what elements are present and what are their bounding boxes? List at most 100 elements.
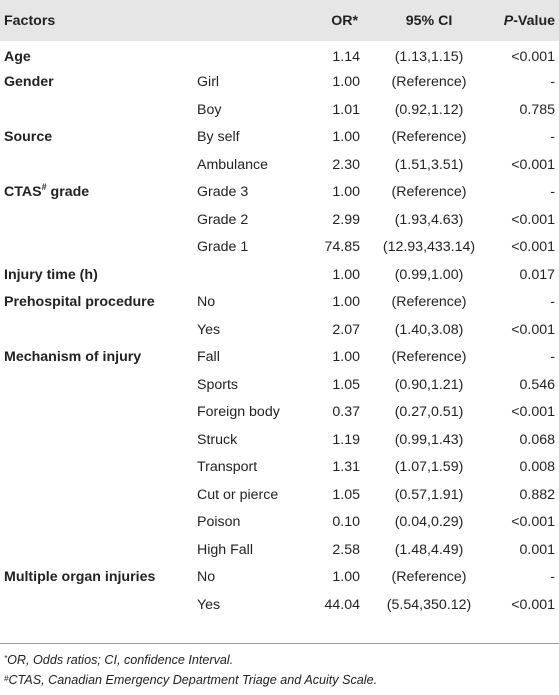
p-value-cell: - (550, 294, 555, 311)
ci-cell: (0.92,1.12) (394, 101, 464, 118)
factor-cell (0, 316, 195, 344)
or-cell: 1.01 (332, 101, 360, 118)
table-row: Mechanism of injury Fall 1.00 (Reference) - (0, 344, 559, 372)
footnote-ctas: #CTAS, Canadian Emergency Department Tri… (4, 670, 377, 690)
factor-label: Gender (4, 74, 54, 91)
p-value-cell: <0.001 (511, 156, 555, 173)
ci-cell: (1.13,1.15) (394, 48, 464, 65)
factor-cell (0, 481, 195, 509)
level-cell: Grade 2 (197, 211, 249, 228)
p-value-cell: <0.001 (511, 211, 555, 228)
level-cell: Sports (197, 376, 239, 393)
ci-cell: (0.99,1.00) (394, 266, 464, 283)
or-cell: 1.00 (332, 569, 360, 586)
level-cell: High Fall (197, 541, 253, 558)
p-value-cell: 0.785 (519, 101, 555, 118)
ci-cell: (0.99,1.43) (394, 431, 464, 448)
table-row: Grade 1 74.85 (12.93,433.14) <0.001 (0, 234, 559, 262)
factor-cell (0, 399, 195, 427)
table-row: Sports 1.05 (0.90,1.21) 0.546 (0, 371, 559, 399)
factor-cell: Multiple organ injuries (0, 564, 195, 592)
footnote-mark-hash: # (4, 674, 9, 683)
level-cell: Boy (197, 101, 222, 118)
factor-label: Age (4, 48, 31, 65)
factor-superscript: # (41, 182, 47, 193)
level-cell: Struck (197, 431, 238, 448)
table-row: Struck 1.19 (0.99,1.43) 0.068 (0, 426, 559, 454)
p-value-cell: 0.068 (519, 431, 555, 448)
table-row: Source By self 1.00 (Reference) - (0, 124, 559, 152)
or-cell: 0.10 (332, 514, 360, 531)
factor-cell (0, 206, 195, 234)
p-value-cell: - (550, 129, 555, 146)
p-value-cell: - (550, 74, 555, 91)
factor-cell: Gender (0, 69, 195, 97)
footnote-ctas-text: CTAS, Canadian Emergency Department Tria… (8, 673, 378, 687)
or-cell: 1.00 (332, 266, 360, 283)
level-cell: Grade 3 (197, 184, 249, 201)
or-cell: 1.14 (332, 48, 360, 65)
table-row: Foreign body 0.37 (0.27,0.51) <0.001 (0, 399, 559, 427)
or-cell: 74.85 (324, 239, 360, 256)
factor-cell: Age (0, 41, 195, 69)
ci-cell: (0.04,0.29) (394, 514, 464, 531)
ci-cell: (1.93,4.63) (394, 211, 464, 228)
table-row: Cut or pierce 1.05 (0.57,1.91) 0.882 (0, 481, 559, 509)
p-value-cell: 0.001 (519, 541, 555, 558)
level-cell: Poison (197, 514, 241, 531)
factor-cell: Prehospital procedure (0, 289, 195, 317)
header-factors: Factors (4, 12, 56, 29)
ci-cell: (1.07,1.59) (394, 459, 464, 476)
table-row: Ambulance 2.30 (1.51,3.51) <0.001 (0, 151, 559, 179)
or-cell: 1.00 (332, 129, 360, 146)
ci-cell: (1.48,4.49) (394, 541, 464, 558)
level-cell: Ambulance (197, 156, 268, 173)
table-row: Age 1.14 (1.13,1.15) <0.001 (0, 41, 559, 69)
footnote-or-ci: *OR, Odds ratios; CI, confidence Interva… (4, 650, 377, 670)
level-cell: Girl (197, 74, 220, 91)
table-row: Grade 2 2.99 (1.93,4.63) <0.001 (0, 206, 559, 234)
factor-label: Multiple organ injuries (4, 569, 156, 586)
or-cell: 1.00 (332, 184, 360, 201)
p-value-cell: - (550, 184, 555, 201)
p-value-cell: - (550, 569, 555, 586)
p-value-cell: <0.001 (511, 596, 555, 613)
table-row: High Fall 2.58 (1.48,4.49) 0.001 (0, 536, 559, 564)
ci-cell: (Reference) (391, 184, 467, 201)
header-level (195, 0, 288, 41)
factor-label: Injury time (h) (4, 266, 98, 283)
factor-label-suffix: grade (46, 184, 90, 201)
table-row: Prehospital procedure No 1.00 (Reference) - (0, 289, 559, 317)
factor-cell (0, 591, 195, 619)
ci-cell: (1.51,3.51) (394, 156, 464, 173)
table-row: CTAS# grade Grade 3 1.00 (Reference) - (0, 179, 559, 207)
or-cell: 1.31 (332, 459, 360, 476)
table-row: Transport 1.31 (1.07,1.59) 0.008 (0, 454, 559, 482)
or-cell: 1.05 (332, 376, 360, 393)
ci-cell: (0.90,1.21) (394, 376, 464, 393)
header-p-rest: -Value (513, 12, 555, 29)
or-cell: 1.00 (332, 294, 360, 311)
level-cell: Cut or pierce (197, 486, 279, 503)
factor-label: Prehospital procedure (4, 294, 155, 311)
factor-cell (0, 234, 195, 262)
table-row: Multiple organ injuries No 1.00 (Reference)… (0, 564, 559, 592)
table-row: Yes 2.07 (1.40,3.08) <0.001 (0, 316, 559, 344)
ci-cell: (12.93,433.14) (382, 239, 476, 256)
p-value-cell: <0.001 (511, 404, 555, 421)
ci-cell: (5.54,350.12) (386, 596, 472, 613)
ci-cell: (Reference) (391, 569, 467, 586)
factor-cell (0, 509, 195, 537)
level-cell: By self (197, 129, 240, 146)
or-cell: 2.07 (332, 321, 360, 338)
factor-cell: Source (0, 124, 195, 152)
table-body: Age 1.14 (1.13,1.15) <0.001 Gender Girl 1.00 (R… (0, 41, 559, 619)
factor-cell: CTAS# grade (0, 179, 195, 207)
table-row: Boy 1.01 (0.92,1.12) 0.785 (0, 96, 559, 124)
level-cell: Fall (197, 349, 220, 366)
p-value-cell: <0.001 (511, 514, 555, 531)
header-p-italic: P (503, 12, 514, 29)
or-cell: 2.58 (332, 541, 360, 558)
level-cell: Grade 1 (197, 239, 249, 256)
or-cell: 1.05 (332, 486, 360, 503)
